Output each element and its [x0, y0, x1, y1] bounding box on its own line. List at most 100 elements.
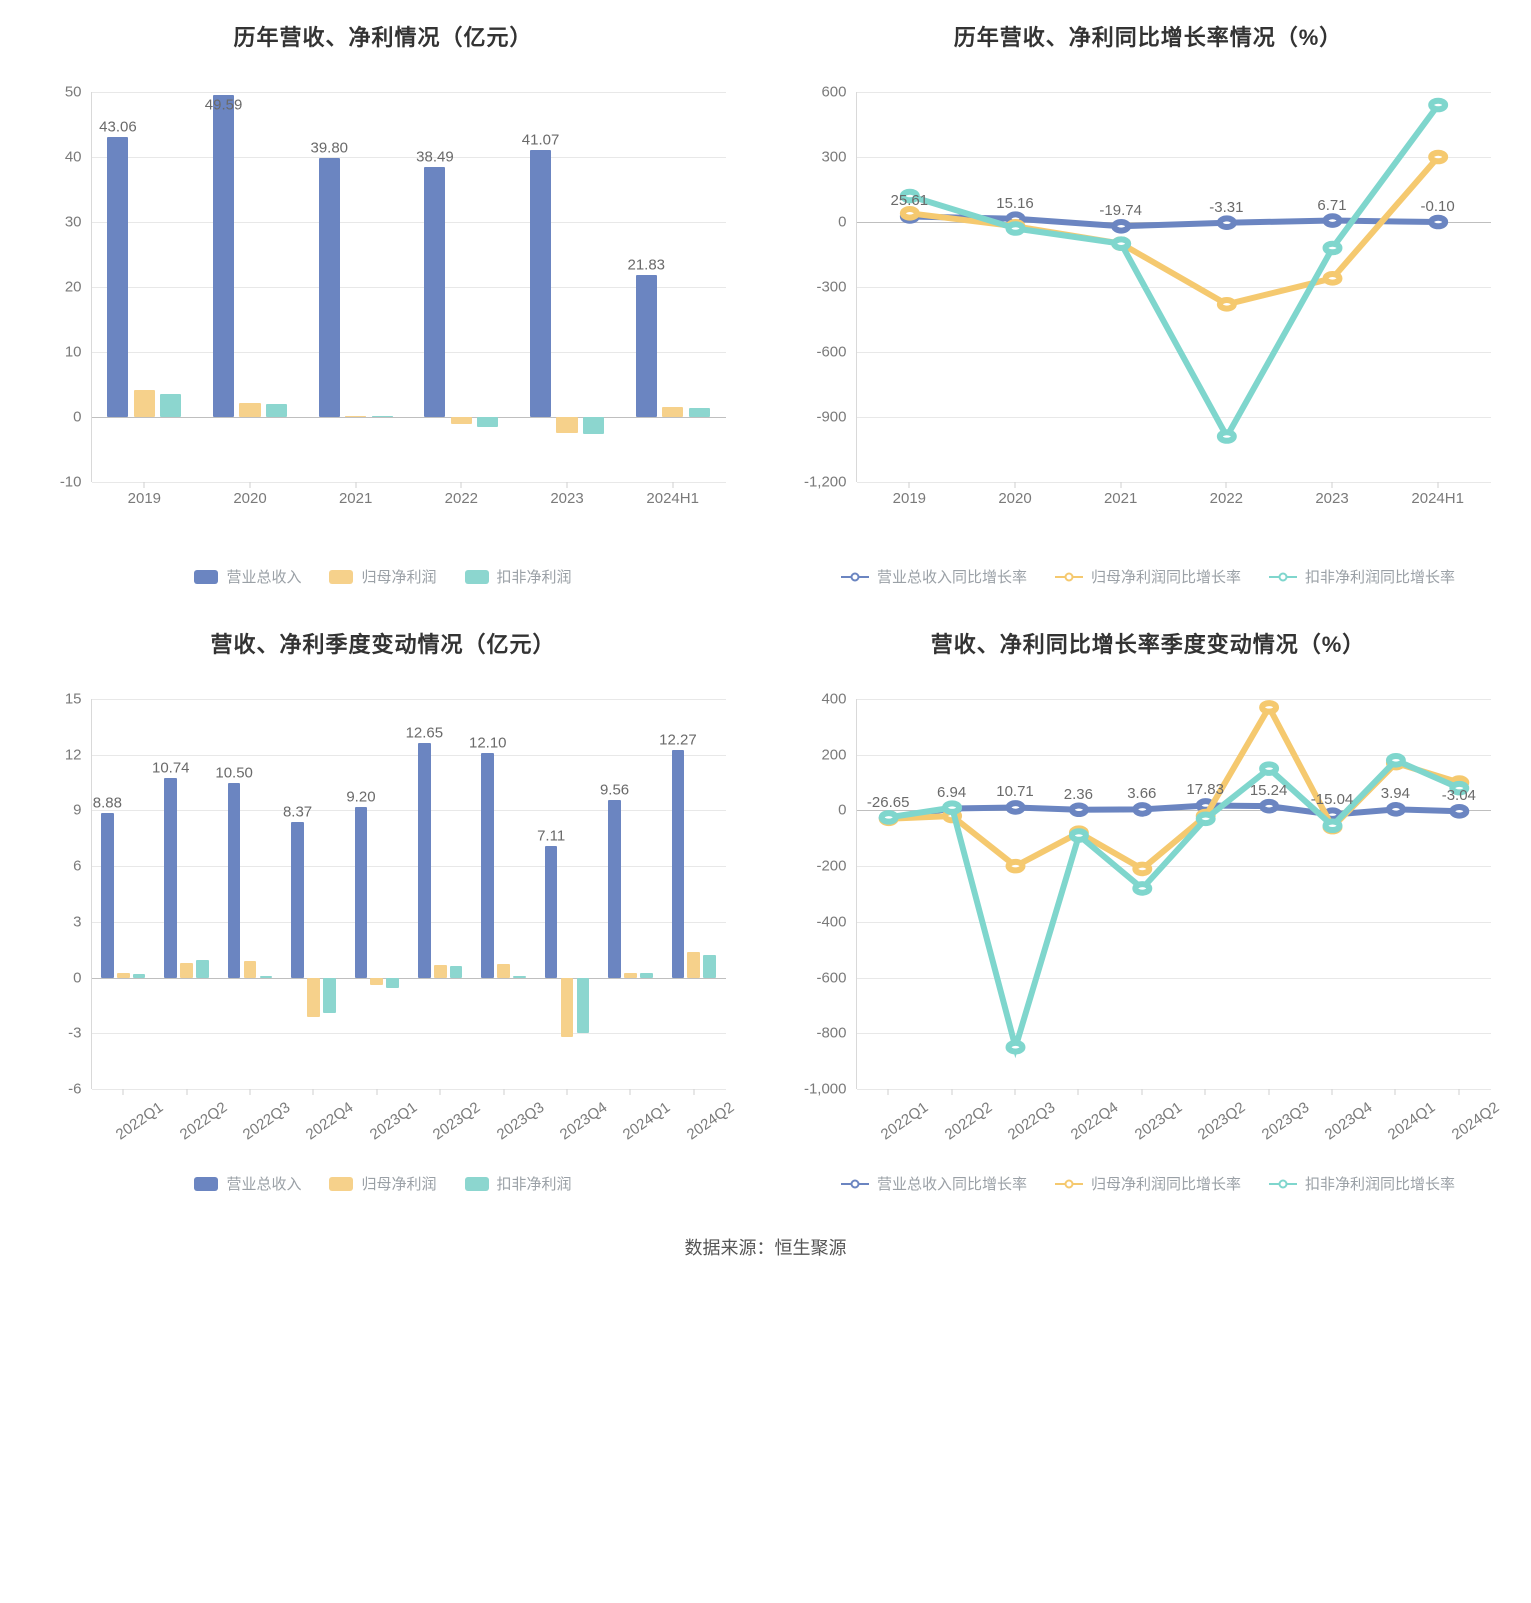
bar-value-label: 8.88	[93, 794, 122, 811]
y-tick-label: 3	[73, 913, 91, 930]
x-tick-label: 2022Q4	[296, 1089, 356, 1143]
y-tick-label: 400	[821, 691, 856, 708]
line-归母净利润同比增长率	[909, 157, 1437, 304]
legend-item: 归母净利润	[329, 1173, 436, 1194]
legend-swatch	[465, 570, 489, 584]
x-tick-mark	[951, 1089, 952, 1095]
legend-swatch	[841, 1178, 869, 1190]
bar-归母净利润	[180, 963, 193, 978]
x-tick-mark	[1141, 1089, 1142, 1095]
x-tick-mark	[1078, 1089, 1079, 1095]
chart4-title: 营收、净利同比增长率季度变动情况（%）	[786, 627, 1511, 659]
legend-label: 归母净利润	[361, 1173, 436, 1194]
chart3-plot: -6-3036912152022Q12022Q22022Q32022Q42023…	[91, 699, 726, 1089]
legend-swatch	[194, 570, 218, 584]
x-tick-mark	[567, 1089, 568, 1095]
gridline	[92, 92, 726, 93]
x-tick-mark	[693, 1089, 694, 1095]
legend-swatch	[1055, 571, 1083, 583]
chart2-legend: 营业总收入同比增长率归母净利润同比增长率扣非净利润同比增长率	[786, 566, 1511, 587]
marker-归母净利润同比增长率	[902, 209, 916, 218]
legend-item: 扣非净利润同比增长率	[1269, 1173, 1455, 1194]
line-svg	[857, 699, 1491, 1089]
x-tick-label: 2021	[1104, 482, 1137, 507]
legend-item: 扣非净利润同比增长率	[1269, 566, 1455, 587]
x-tick-mark	[250, 1089, 251, 1095]
y-tick-label: 0	[838, 213, 856, 230]
bar-归母净利润	[307, 978, 320, 1017]
bar-value-label: 21.83	[627, 256, 665, 273]
x-tick-mark	[1015, 1089, 1016, 1095]
bar-归母净利润	[345, 416, 366, 417]
x-tick-mark	[1458, 1089, 1459, 1095]
x-tick-mark	[186, 1089, 187, 1095]
gridline	[92, 352, 726, 353]
legend-item: 营业总收入	[194, 566, 301, 587]
marker-扣非净利润同比增长率	[881, 813, 895, 822]
bar-归母净利润	[687, 952, 700, 978]
y-tick-label: 0	[73, 409, 91, 426]
legend-item: 扣非净利润	[465, 1173, 572, 1194]
bar-value-label: 9.20	[346, 788, 375, 805]
y-tick-label: -200	[816, 858, 856, 875]
marker-扣非净利润同比增长率	[1071, 831, 1085, 840]
bar-value-label: 10.50	[215, 764, 253, 781]
y-tick-label: 6	[73, 858, 91, 875]
marker-归母净利润同比增长率	[1008, 862, 1022, 871]
legend-label: 营业总收入同比增长率	[877, 566, 1027, 587]
y-tick-label: 600	[821, 84, 856, 101]
bar-营业总收入	[228, 783, 241, 978]
legend-swatch	[841, 571, 869, 583]
bar-value-label: 38.49	[416, 148, 454, 165]
marker-营业总收入同比增长率	[1114, 222, 1128, 231]
chart1-panel: 历年营收、净利情况（亿元） -1001020304050201920202021…	[21, 20, 746, 587]
gridline	[92, 1033, 726, 1034]
x-tick-label: 2021	[339, 482, 372, 507]
gridline	[92, 222, 726, 223]
line-扣非净利润同比增长率	[888, 760, 1459, 1047]
marker-归母净利润同比增长率	[1325, 274, 1339, 283]
chart2-panel: 历年营收、净利同比增长率情况（%） -1,200-900-600-3000300…	[786, 20, 1511, 587]
bar-归母净利润	[117, 973, 130, 978]
bar-value-label: 39.80	[310, 140, 348, 157]
point-value-label: -0.10	[1421, 198, 1455, 215]
bar-value-label: 12.27	[659, 731, 697, 748]
x-tick-label: 2022Q1	[106, 1089, 166, 1143]
chart1-box: -1001020304050201920202021202220232024H1…	[21, 82, 746, 542]
x-tick-mark	[1395, 1089, 1396, 1095]
bar-扣非净利润	[196, 960, 209, 978]
line-svg	[857, 92, 1491, 482]
gridline	[92, 922, 726, 923]
gridline	[92, 287, 726, 288]
gridline	[92, 157, 726, 158]
bar-营业总收入	[530, 150, 551, 417]
bar-扣非净利润	[160, 394, 181, 417]
y-tick-label: 300	[821, 148, 856, 165]
line-归母净利润同比增长率	[888, 707, 1459, 869]
legend-item: 归母净利润	[329, 566, 436, 587]
x-tick-label: 2023Q4	[1315, 1089, 1375, 1143]
point-value-label: 25.61	[891, 193, 929, 210]
point-value-label: 6.94	[937, 785, 966, 802]
x-tick-mark	[313, 1089, 314, 1095]
bar-营业总收入	[545, 846, 558, 978]
legend-item: 营业总收入同比增长率	[841, 566, 1027, 587]
bar-归母净利润	[662, 407, 683, 417]
chart2-title: 历年营收、净利同比增长率情况（%）	[786, 20, 1511, 52]
bar-扣非净利润	[689, 408, 710, 417]
point-value-label: -15.04	[1311, 791, 1354, 808]
legend-label: 扣非净利润	[497, 566, 572, 587]
bar-扣非净利润	[477, 417, 498, 427]
marker-归母净利润同比增长率	[1135, 865, 1149, 874]
legend-swatch	[1269, 1178, 1297, 1190]
point-value-label: 10.71	[996, 784, 1034, 801]
marker-归母净利润同比增长率	[1431, 153, 1445, 162]
bar-扣非净利润	[450, 966, 463, 978]
x-tick-label: 2023Q3	[1252, 1089, 1312, 1143]
x-tick-mark	[1332, 1089, 1333, 1095]
x-tick-mark	[440, 1089, 441, 1095]
bar-扣非净利润	[133, 974, 146, 978]
x-tick-label: 2023	[1315, 482, 1348, 507]
legend-label: 扣非净利润同比增长率	[1305, 1173, 1455, 1194]
legend-label: 营业总收入	[226, 566, 301, 587]
